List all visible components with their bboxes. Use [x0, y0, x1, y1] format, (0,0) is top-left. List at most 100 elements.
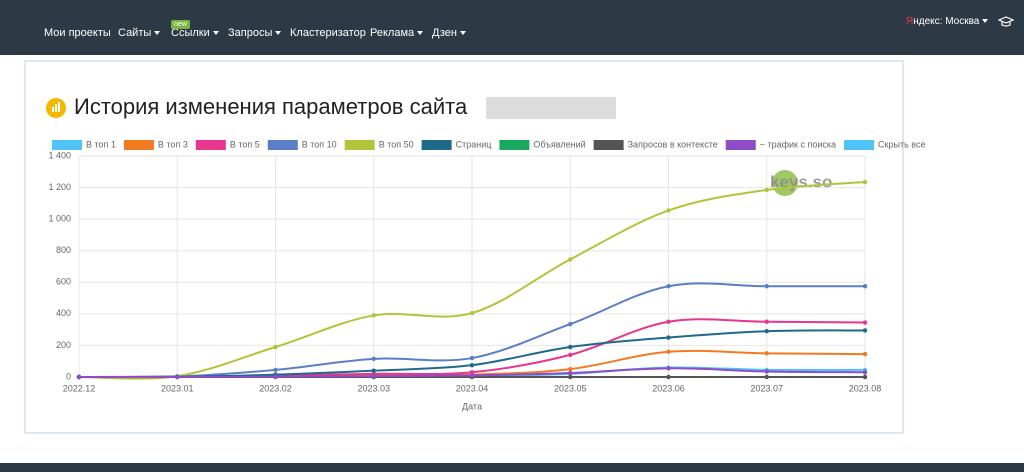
data-point — [862, 374, 868, 380]
legend-swatch[interactable] — [499, 140, 530, 150]
legend-swatch[interactable] — [123, 140, 154, 150]
data-point — [666, 349, 671, 354]
data-point — [371, 374, 376, 379]
cap-icon[interactable] — [998, 16, 1014, 28]
data-point — [175, 374, 180, 380]
legend-hide-all[interactable]: Скрыть все — [878, 139, 925, 149]
data-point — [568, 352, 573, 358]
data-point — [371, 356, 376, 362]
legend-label: В топ 3 — [158, 139, 188, 149]
y-tick-label: 1 000 — [48, 214, 71, 224]
legend-swatch[interactable] — [421, 140, 452, 150]
data-point — [666, 366, 671, 371]
legend-swatch[interactable] — [52, 140, 82, 150]
data-point — [568, 344, 573, 350]
nav-item[interactable]: Кластеризатор — [290, 27, 366, 39]
data-point — [764, 319, 769, 324]
data-point — [273, 367, 278, 373]
data-point — [666, 374, 671, 380]
data-point — [371, 368, 376, 373]
x-tick-label: 2023.03 — [357, 383, 390, 393]
icon-bar — [55, 104, 57, 112]
x-axis-label: Дата — [462, 401, 482, 411]
new-badge: new — [171, 20, 190, 29]
legend-swatch[interactable] — [267, 140, 298, 150]
x-tick-label: 2023.04 — [456, 383, 489, 393]
legend-swatch[interactable] — [344, 140, 375, 150]
data-point — [862, 328, 868, 333]
y-tick-label: 600 — [56, 277, 71, 287]
legend-swatch — [844, 140, 875, 150]
legend-label: В топ 1 — [86, 139, 116, 149]
x-tick-label: 2023.06 — [652, 383, 685, 393]
data-point — [469, 355, 475, 361]
nav-item[interactable]: Реклама — [370, 27, 423, 39]
y-tick-label: 1 200 — [48, 182, 71, 192]
legend-label: Страниц — [456, 139, 492, 149]
legend-label: В топ 10 — [302, 139, 337, 149]
footer — [0, 463, 1024, 472]
y-tick-label: 400 — [56, 308, 71, 318]
data-point — [666, 208, 671, 213]
x-tick-label: 2023.07 — [750, 383, 783, 393]
blurred-site — [486, 97, 616, 119]
data-point — [469, 310, 475, 316]
legend-swatch[interactable] — [725, 140, 756, 150]
data-point — [862, 179, 868, 185]
data-point — [273, 344, 278, 350]
x-tick-label: 2023.02 — [259, 383, 292, 393]
data-point — [764, 284, 769, 289]
data-point — [568, 374, 573, 380]
data-point — [568, 321, 573, 327]
icon-bar — [52, 107, 54, 112]
data-point — [568, 257, 573, 262]
card — [24, 60, 904, 434]
data-point — [469, 373, 475, 378]
data-point — [764, 329, 769, 334]
data-point — [568, 366, 573, 372]
nav-item[interactable]: Сайты — [118, 27, 160, 39]
nav-item[interactable]: Ссылки — [171, 27, 219, 39]
data-point — [862, 320, 868, 325]
data-point — [666, 284, 671, 289]
legend-swatch[interactable] — [195, 140, 226, 150]
data-point — [764, 374, 769, 380]
data-point — [764, 351, 769, 356]
legend-label: Объявлений — [533, 139, 585, 149]
data-point — [469, 370, 475, 375]
y-tick-label: 0 — [66, 371, 71, 381]
data-point — [862, 284, 868, 289]
legend-swatch[interactable] — [593, 140, 624, 150]
grid — [78, 155, 866, 378]
nav-item[interactable]: Дзен — [432, 27, 466, 39]
y-tick-label: 200 — [56, 340, 71, 350]
y-tick-label: 800 — [56, 245, 71, 255]
data-point — [76, 374, 82, 380]
region-select[interactable]: Яндекс: Москва — [906, 16, 988, 27]
navbar: Мои проекты Сайты Ссылки new Запросы Кла… — [0, 0, 1024, 55]
legend-label: Запросов в контексте — [628, 139, 718, 149]
data-point — [273, 374, 278, 379]
data-point — [862, 370, 868, 375]
x-tick-label: 2023.05 — [554, 383, 587, 393]
nav-item[interactable]: Запросы — [228, 27, 281, 39]
data-point — [862, 351, 868, 357]
data-point — [764, 369, 769, 374]
data-point — [568, 370, 573, 376]
x-tick-label: 2023.01 — [161, 383, 194, 393]
data-point — [469, 362, 475, 368]
y-tick-label: 1 400 — [48, 150, 71, 160]
data-point — [371, 313, 376, 318]
x-tick-label: 2023.08 — [849, 383, 882, 393]
data-point — [666, 335, 671, 340]
icon-bar — [58, 102, 60, 112]
legend-label: В топ 50 — [379, 139, 414, 149]
legend-label: ~ трафик с поиска — [760, 139, 836, 149]
legend-label: В топ 5 — [230, 139, 260, 149]
data-point — [666, 319, 671, 324]
chart: История изменения параметров сайта keys.… — [46, 94, 925, 411]
nav-item[interactable]: Мои проекты — [44, 27, 111, 39]
data-point — [764, 187, 769, 193]
watermark-logo — [772, 170, 798, 196]
